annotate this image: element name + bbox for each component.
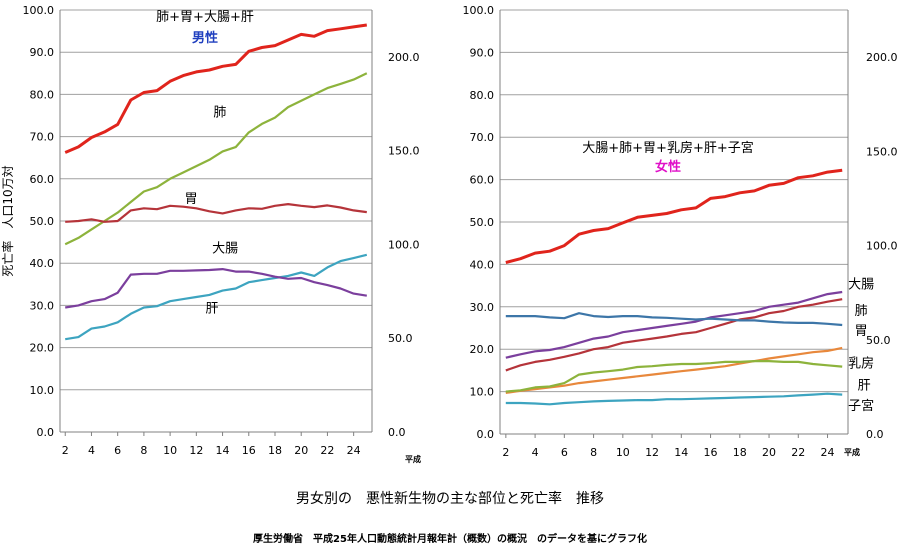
x-tick-label: 8 [590,446,597,459]
y-tick-label: 40.0 [30,257,55,270]
x-tick-label: 20 [294,444,308,457]
y-tick-label: 30.0 [30,299,55,312]
charts-canvas: 0.010.020.030.040.050.060.070.080.090.01… [0,4,898,464]
x-tick-label: 22 [791,446,805,459]
x-tick-label: 20 [762,446,776,459]
chart-annotation: 大腸+肺+胃+乳房+肝+子宮 [582,140,753,156]
series-label: 大腸 [212,242,238,257]
x-tick-label: 24 [821,446,835,459]
series-label: 肺 [213,105,226,120]
y2-tick-label: 200.0 [866,51,898,64]
y-tick-label: 90.0 [30,46,55,59]
series-line [65,253,368,341]
y-tick-label: 70.0 [470,131,495,144]
y-tick-label: 40.0 [470,258,495,271]
series-line [64,72,368,246]
series-line [64,23,368,154]
series-line [505,392,843,406]
x-tick-label: 22 [320,444,334,457]
y2-tick-label: 100.0 [388,238,420,251]
x-tick-label: 12 [189,444,203,457]
x-tick-label: 14 [216,444,230,457]
y-tick-label: 50.0 [30,215,55,228]
series-line [65,268,367,309]
x-tick-label: 16 [704,446,718,459]
series-label: 肝 [858,378,871,393]
x-tick-label: 4 [532,446,539,459]
x-tick-label: 12 [645,446,659,459]
y2-tick-label: 0.0 [388,426,406,439]
y2-tick-label: 150.0 [388,145,420,158]
y-tick-label: 90.0 [470,46,495,59]
chart-female: 0.010.020.030.040.050.060.070.080.090.01… [463,4,898,459]
series-label: 肝 [206,302,219,317]
x-tick-label: 18 [268,444,282,457]
x-tick-label: 2 [502,446,509,459]
series-line [505,312,843,327]
y-tick-label: 20.0 [30,342,55,355]
series-line [505,360,843,393]
x-tick-label: 10 [616,446,630,459]
y-tick-label: 0.0 [477,428,495,441]
series-line [505,168,843,264]
x-axis-label: 平成 [405,454,421,464]
x-tick-label: 18 [733,446,747,459]
chart-title: 男性 [192,30,218,46]
y-axis-label: 死亡率 人口10万対 [0,165,15,276]
y-tick-label: 50.0 [470,216,495,229]
series-label: 乳房 [848,355,874,371]
x-tick-label: 8 [140,444,147,457]
y-tick-label: 10.0 [30,384,55,397]
y-tick-label: 10.0 [470,386,495,399]
y-tick-label: 80.0 [470,89,495,102]
y-tick-label: 100.0 [463,4,495,17]
series-line [505,298,843,372]
y2-tick-label: 200.0 [388,51,420,64]
figure-caption: 男女別の 悪性新生物の主な部位と死亡率 推移 [296,491,604,507]
series-label: 肺 [855,304,868,319]
y-tick-label: 20.0 [470,343,495,356]
x-tick-label: 6 [561,446,568,459]
y-tick-label: 0.0 [37,426,55,439]
chart-title: 女性 [655,159,681,175]
series-label: 子宮 [848,398,874,414]
y2-tick-label: 50.0 [388,332,413,345]
y-tick-label: 100.0 [23,4,55,17]
x-tick-label: 16 [242,444,256,457]
y-tick-label: 80.0 [30,88,55,101]
x-tick-label: 14 [674,446,688,459]
x-tick-label: 10 [163,444,177,457]
y-tick-label: 70.0 [30,131,55,144]
x-tick-label: 4 [88,444,95,457]
y-tick-label: 60.0 [30,173,55,186]
y2-tick-label: 150.0 [866,145,898,158]
x-tick-label: 2 [62,444,69,457]
series-label: 大腸 [848,277,874,292]
series-label: 胃 [185,192,198,207]
source-note: 厚生労働省 平成25年人口動態統計月報年計（概数）の概況 のデータを基にグラフ化 [253,534,647,545]
y2-tick-label: 50.0 [866,334,891,347]
series-line [505,346,843,394]
y-tick-label: 60.0 [470,174,495,187]
series-line [505,290,843,359]
y2-tick-label: 0.0 [866,428,884,441]
chart-male: 0.010.020.030.040.050.060.070.080.090.01… [0,4,421,464]
x-tick-label: 24 [347,444,361,457]
x-axis-label: 平成 [844,447,860,457]
series-label: 胃 [855,324,868,339]
x-tick-label: 6 [114,444,121,457]
series-line [65,203,367,223]
y-tick-label: 30.0 [470,301,495,314]
chart-annotation: 肺+胃+大腸+肝 [156,10,254,25]
y2-tick-label: 100.0 [866,240,898,253]
